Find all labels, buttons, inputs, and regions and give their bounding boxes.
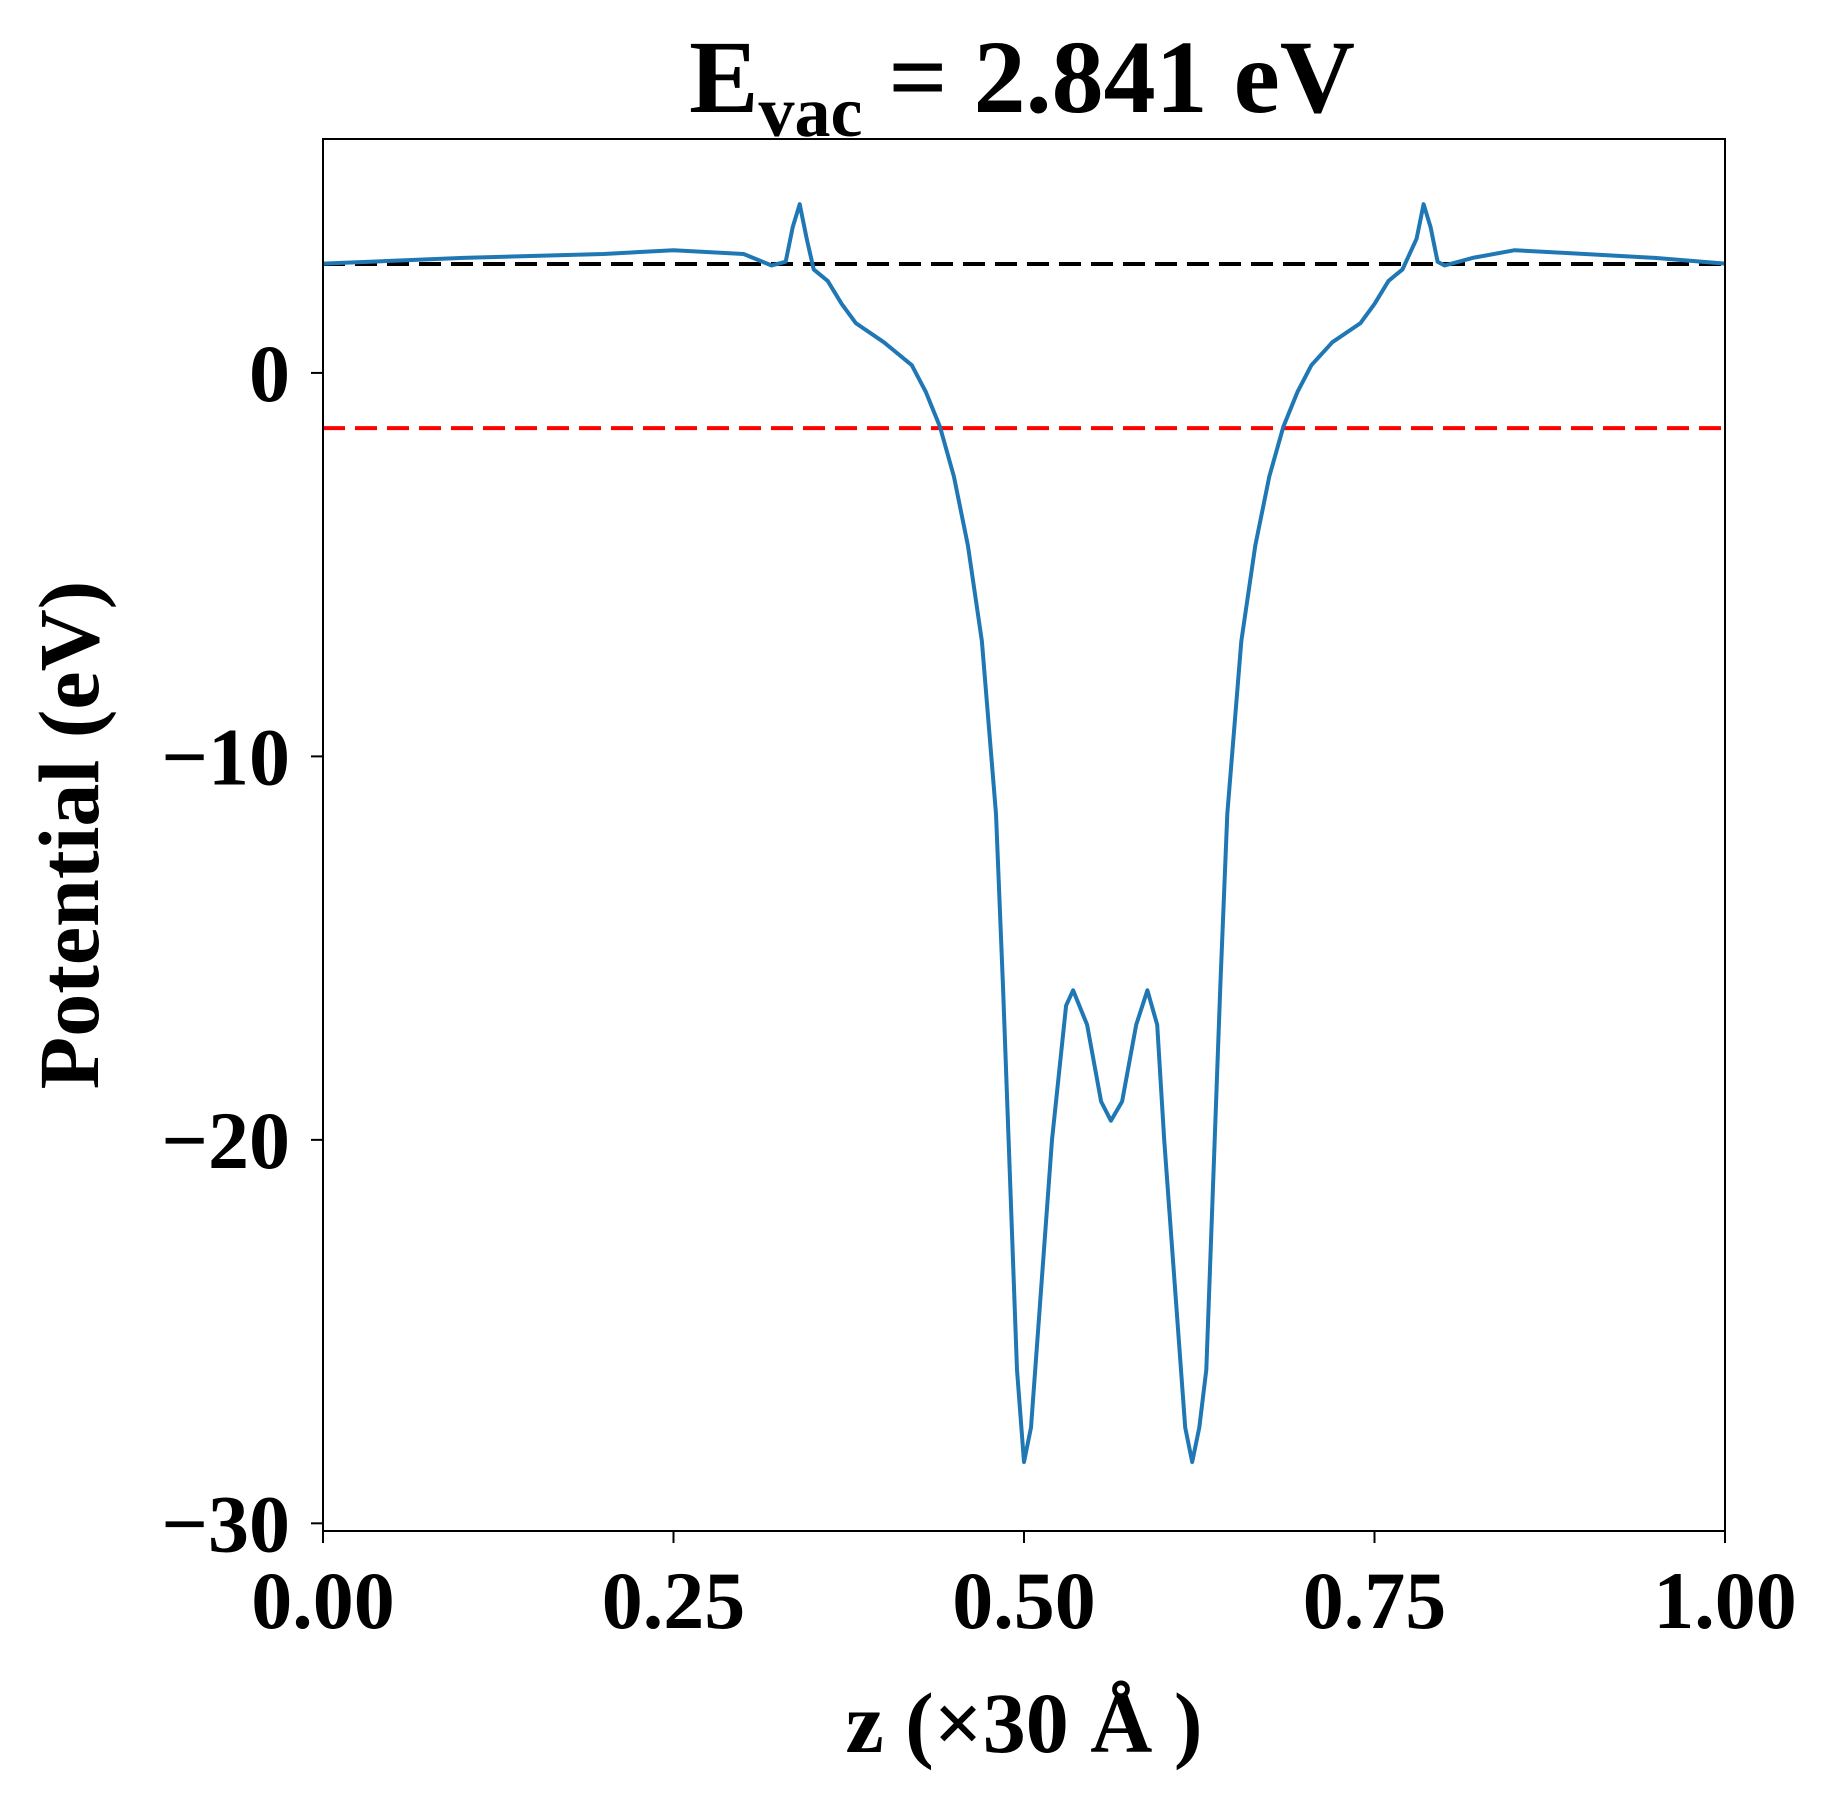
plot-frame bbox=[322, 138, 1726, 1532]
x-tick-label: 1.00 bbox=[1653, 1555, 1797, 1646]
chart-title: Evac = 2.841 eV bbox=[689, 20, 1355, 152]
y-tick-label: −30 bbox=[161, 1478, 290, 1569]
x-tick-label: 0.75 bbox=[1303, 1555, 1447, 1646]
title-main: E bbox=[689, 20, 758, 135]
title-rest: = 2.841 eV bbox=[888, 20, 1355, 135]
y-axis-label: Potential (eV) bbox=[21, 581, 117, 1090]
x-tick-label: 0.50 bbox=[952, 1555, 1096, 1646]
data-line bbox=[322, 202, 1726, 1464]
x-axis-label: z (×30 Å ) bbox=[845, 1675, 1202, 1771]
x-tick-label: 0.25 bbox=[602, 1555, 746, 1646]
x-tick-label: 0.00 bbox=[251, 1555, 395, 1646]
y-tick-label: −10 bbox=[161, 711, 290, 802]
y-tick-label: −20 bbox=[161, 1095, 290, 1186]
y-tick-label: 0 bbox=[249, 328, 290, 419]
